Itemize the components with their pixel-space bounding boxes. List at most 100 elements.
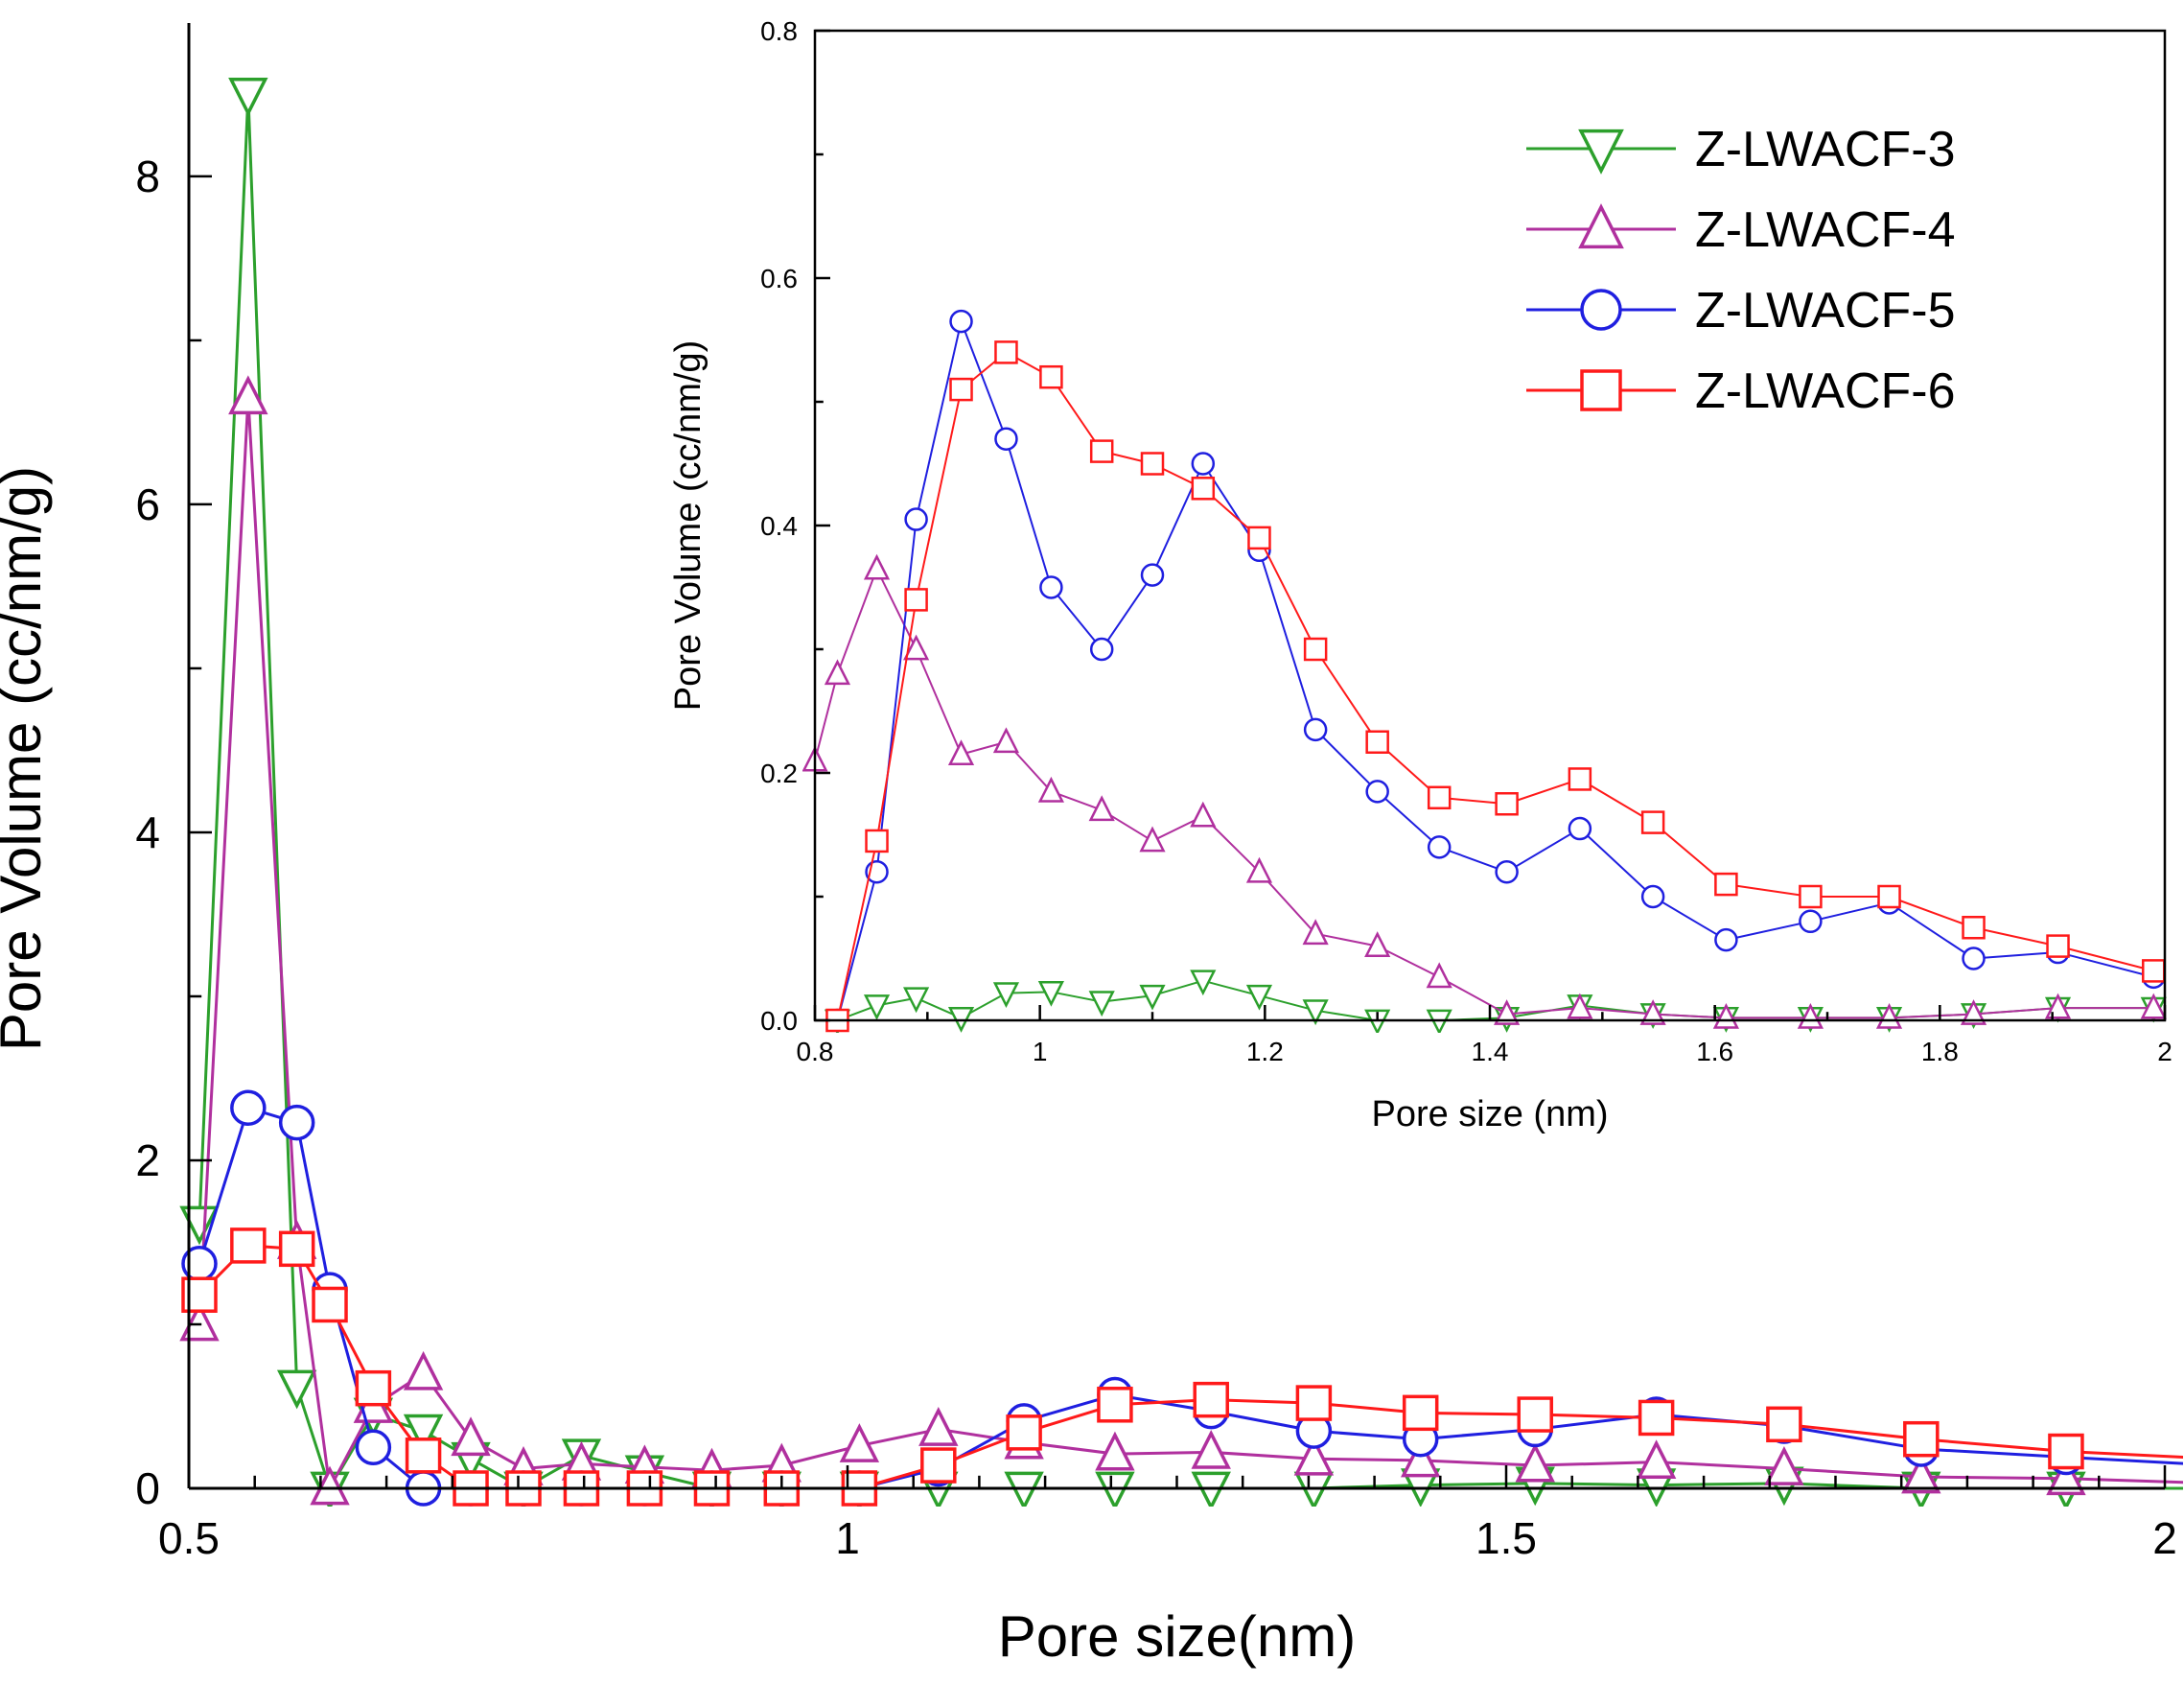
inset-y-tick-label: 0.8 <box>760 16 798 46</box>
main-line-z-lwacf-5 <box>197 1106 2183 1490</box>
main-point-z-lwacf-6-22 <box>1903 1420 1940 1458</box>
inset-point-z-lwacf-6-10 <box>1303 637 1328 662</box>
inset-point-z-lwacf-4-1 <box>824 659 851 686</box>
inset-point-z-lwacf-4-9 <box>1190 801 1217 828</box>
main-point-z-lwacf-5-4 <box>355 1429 392 1465</box>
main-point-z-lwacf-3-1 <box>228 78 268 117</box>
inset-x-tick-label: 2 <box>2157 1037 2172 1066</box>
inset-point-z-lwacf-6-18 <box>1877 884 1901 909</box>
inset-series-z-lwacf-4 <box>802 553 2167 1029</box>
inset-y-tick-label: 0.6 <box>760 264 798 293</box>
inset-point-z-lwacf-6-13 <box>1495 792 1519 816</box>
inset-point-z-lwacf-4-11 <box>1302 919 1329 946</box>
legend-label-z-lwacf-6: Z-LWACF-6 <box>1695 363 1956 419</box>
main-point-z-lwacf-6-23 <box>2048 1433 2084 1470</box>
inset-point-z-lwacf-5-3 <box>949 309 973 334</box>
inset-point-z-lwacf-3-6 <box>1088 991 1115 1017</box>
main-point-z-lwacf-6-3 <box>312 1286 348 1323</box>
inset-point-z-lwacf-5-7 <box>1140 563 1165 587</box>
inset-x-tick-label: 1.8 <box>1921 1037 1959 1066</box>
inset-point-z-lwacf-6-1 <box>865 829 889 853</box>
inset-point-z-lwacf-3-11 <box>1364 1009 1391 1033</box>
legend-label-z-lwacf-4: Z-LWACF-4 <box>1695 202 1956 258</box>
inset-point-z-lwacf-6-2 <box>904 588 928 612</box>
main-point-z-lwacf-4-15 <box>1095 1431 1135 1471</box>
main-point-z-lwacf-3-0 <box>179 1205 220 1246</box>
legend-item-z-lwacf-4: Z-LWACF-4 <box>1526 202 1956 258</box>
main-y-tick-label: 2 <box>135 1135 160 1185</box>
inset-x-tick-label: 1 <box>1033 1037 1048 1066</box>
inset-point-z-lwacf-6-20 <box>2046 934 2070 958</box>
inset-x-tick-label: 1.4 <box>1472 1037 1509 1066</box>
inset-point-z-lwacf-3-1 <box>863 994 891 1020</box>
main-point-z-lwacf-4-0 <box>179 1301 220 1342</box>
inset-point-z-lwacf-5-16 <box>1714 927 1738 952</box>
legend-marker-z-lwacf-3 <box>1578 129 1624 175</box>
inset-point-z-lwacf-3-2 <box>903 987 930 1014</box>
main-point-z-lwacf-3-5 <box>403 1414 444 1454</box>
main-point-z-lwacf-4-6 <box>451 1416 491 1457</box>
inset-point-z-lwacf-5-13 <box>1495 859 1519 884</box>
inset-point-z-lwacf-6-8 <box>1191 477 1216 501</box>
inset-point-z-lwacf-5-19 <box>1962 947 1986 970</box>
main-y-tick-label: 4 <box>135 807 160 857</box>
inset-point-z-lwacf-3-4 <box>992 982 1020 1009</box>
inset-point-z-lwacf-4-4 <box>947 739 975 766</box>
inset-point-z-lwacf-6-7 <box>1140 452 1165 476</box>
main-point-z-lwacf-6-13 <box>920 1447 957 1484</box>
main-point-z-lwacf-6-4 <box>355 1369 392 1407</box>
inset-point-z-lwacf-5-8 <box>1191 452 1216 476</box>
inset-y-axis-title: Pore Volume (cc/nm/g) <box>668 340 709 711</box>
inset-point-z-lwacf-4-18 <box>1797 1003 1824 1029</box>
main-point-z-lwacf-5-2 <box>278 1104 315 1141</box>
inset-point-z-lwacf-3-9 <box>1245 984 1273 1011</box>
inset-y-tick-label: 0.4 <box>760 511 798 541</box>
main-point-z-lwacf-3-17 <box>1293 1471 1335 1507</box>
inset-point-z-lwacf-5-11 <box>1365 780 1389 804</box>
main-point-z-lwacf-4-23 <box>2046 1456 2086 1496</box>
inset-point-z-lwacf-4-15 <box>1567 993 1593 1019</box>
inset-point-z-lwacf-5-15 <box>1640 884 1665 909</box>
inset-point-z-lwacf-6-11 <box>1365 730 1389 754</box>
main-y-tick-label: 6 <box>135 479 160 529</box>
inset-chart: 0.8 1 1.2 1.4 1.6 1.8 2 0.0 0.2 0.4 0.6 0.8 Pore siz… <box>668 16 2172 1134</box>
inset-point-z-lwacf-6-21 <box>2142 959 2166 983</box>
main-x-tick-label: 1 <box>835 1513 860 1563</box>
main-point-z-lwacf-4-19 <box>1515 1442 1555 1483</box>
inset-point-z-lwacf-3-12 <box>1426 1009 1452 1033</box>
inset-point-z-lwacf-5-10 <box>1303 717 1328 742</box>
inset-point-z-lwacf-4-20 <box>1960 999 1987 1025</box>
inset-point-z-lwacf-4-14 <box>1494 999 1521 1025</box>
main-point-z-lwacf-4-16 <box>1191 1429 1231 1469</box>
inset-point-z-lwacf-6-9 <box>1247 526 1271 550</box>
legend-item-z-lwacf-3: Z-LWACF-3 <box>1526 122 1956 177</box>
inset-y-tick-label: 0.2 <box>760 759 798 788</box>
inset-point-z-lwacf-6-16 <box>1714 872 1738 897</box>
main-series-z-lwacf-6 <box>181 1227 2183 1507</box>
inset-point-z-lwacf-4-3 <box>903 634 930 661</box>
inset-point-z-lwacf-4-7 <box>1088 795 1115 822</box>
main-point-z-lwacf-6-19 <box>1517 1396 1553 1433</box>
legend-marker-z-lwacf-4 <box>1578 203 1624 249</box>
main-point-z-lwacf-6-1 <box>230 1227 267 1264</box>
inset-line-z-lwacf-5 <box>836 320 2154 1021</box>
inset-point-z-lwacf-4-6 <box>1037 776 1064 803</box>
inset-point-z-lwacf-3-5 <box>1037 980 1064 1007</box>
main-point-z-lwacf-4-5 <box>403 1350 444 1391</box>
main-point-z-lwacf-6-14 <box>1006 1414 1042 1451</box>
inset-point-z-lwacf-3-10 <box>1302 999 1329 1026</box>
inset-point-z-lwacf-4-8 <box>1139 826 1166 853</box>
inset-point-z-lwacf-5-12 <box>1427 835 1452 859</box>
inset-point-z-lwacf-6-6 <box>1089 439 1114 463</box>
main-point-z-lwacf-4-17 <box>1293 1436 1335 1476</box>
inset-x-tick-label: 1.2 <box>1246 1037 1284 1066</box>
main-chart: 0.5 1 1.5 2 0 2 4 6 8 Pore size(nm) Pore Volume (c… <box>0 23 2183 1669</box>
inset-x-axis-title: Pore size (nm) <box>1371 1094 1608 1134</box>
main-point-z-lwacf-3-14 <box>1004 1471 1044 1507</box>
inset-x-tick-label: 1.6 <box>1696 1037 1733 1066</box>
inset-point-z-lwacf-4-16 <box>1639 999 1666 1025</box>
main-point-z-lwacf-4-22 <box>1901 1454 1941 1494</box>
main-point-z-lwacf-3-16 <box>1191 1471 1231 1507</box>
main-point-z-lwacf-6-21 <box>1766 1406 1802 1443</box>
